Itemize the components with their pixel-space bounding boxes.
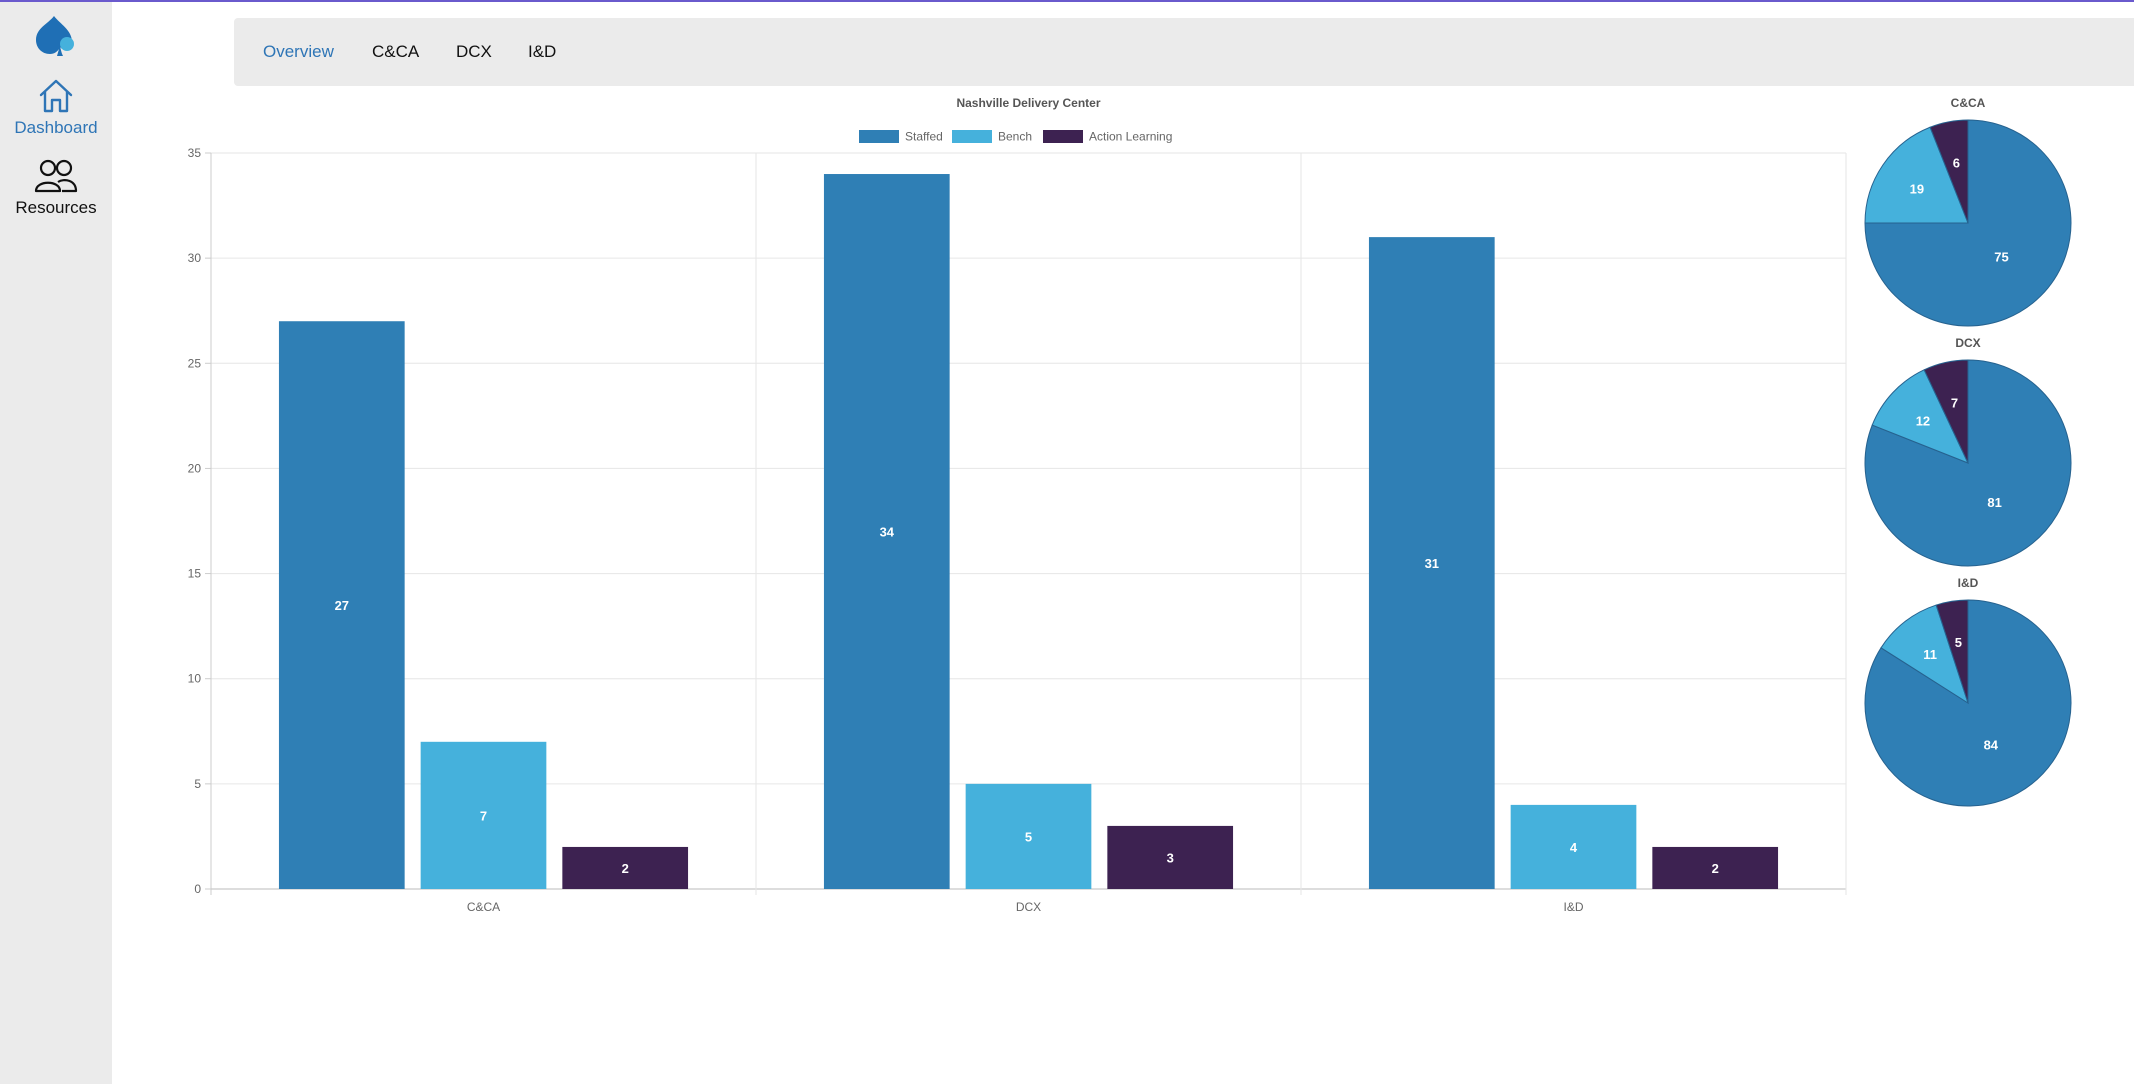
y-tick-label: 0 bbox=[194, 882, 201, 896]
bar bbox=[1510, 804, 1637, 889]
bar bbox=[823, 174, 950, 889]
pie-slice-label: 5 bbox=[1955, 635, 1962, 650]
pie-slice-label: 84 bbox=[1984, 738, 1999, 753]
sidebar-item-label: Dashboard bbox=[14, 118, 98, 137]
sidebar-item-dashboard[interactable]: Dashboard bbox=[0, 76, 112, 138]
bar-value-label: 7 bbox=[480, 808, 487, 823]
pie-slice-label: 81 bbox=[1987, 495, 2001, 510]
bar bbox=[278, 321, 405, 889]
bar-value-label: 4 bbox=[1570, 840, 1578, 855]
legend-swatch bbox=[952, 130, 992, 143]
bar bbox=[1107, 825, 1234, 889]
pie-slice-label: 6 bbox=[1953, 155, 1960, 170]
sidebar-item-resources[interactable]: Resources bbox=[0, 158, 112, 218]
pie-slice bbox=[1923, 359, 1969, 464]
y-tick-label: 10 bbox=[188, 672, 202, 686]
pie-slice-label: 7 bbox=[1951, 396, 1958, 411]
tab-id[interactable]: I&D bbox=[528, 42, 557, 61]
top-accent-line bbox=[0, 0, 2134, 2]
y-tick-label: 20 bbox=[188, 461, 202, 475]
legend-label: Action Learning bbox=[1089, 130, 1172, 144]
bar-value-label: 5 bbox=[1025, 829, 1032, 844]
x-tick-label: DCX bbox=[1016, 900, 1041, 914]
pie-title: I&D bbox=[1958, 576, 1979, 590]
pie-slice bbox=[1871, 369, 1969, 464]
pie-slice-label: 11 bbox=[1923, 647, 1937, 662]
bar bbox=[1368, 237, 1495, 890]
bar bbox=[1652, 846, 1779, 889]
bar-value-label: 2 bbox=[622, 861, 629, 876]
x-tick-label: C&CA bbox=[467, 900, 500, 914]
bar-value-label: 27 bbox=[335, 598, 349, 613]
spade-logo-icon bbox=[36, 16, 74, 56]
y-tick-label: 15 bbox=[188, 567, 202, 581]
bar-value-label: 2 bbox=[1712, 861, 1719, 876]
sidebar: Dashboard Resources bbox=[0, 2, 112, 1084]
pie-slice bbox=[1864, 599, 2072, 807]
sidebar-item-label: Resources bbox=[15, 198, 97, 217]
pie-slice-label: 75 bbox=[1994, 250, 2008, 265]
bar-value-label: 34 bbox=[880, 525, 895, 540]
pie-title: DCX bbox=[1955, 336, 1980, 350]
bar-value-label: 31 bbox=[1425, 556, 1439, 571]
pie-slice bbox=[1880, 604, 1969, 705]
tab-dcx[interactable]: DCX bbox=[456, 42, 492, 61]
bar bbox=[562, 846, 689, 889]
pie-slice-label: 12 bbox=[1916, 414, 1930, 429]
pie-slice bbox=[1935, 599, 1969, 704]
legend-label: Staffed bbox=[905, 130, 943, 144]
users-icon bbox=[34, 159, 78, 193]
y-tick-label: 30 bbox=[188, 251, 202, 265]
bar bbox=[420, 741, 547, 889]
y-tick-label: 5 bbox=[194, 777, 201, 791]
chart-title: Nashville Delivery Center bbox=[956, 96, 1100, 110]
legend-swatch bbox=[859, 130, 899, 143]
pie-slice bbox=[1864, 126, 1969, 224]
bar-value-label: 3 bbox=[1167, 850, 1174, 865]
bar bbox=[965, 783, 1092, 889]
legend-swatch bbox=[1043, 130, 1083, 143]
y-tick-label: 35 bbox=[188, 146, 202, 160]
pie-title: C&CA bbox=[1951, 96, 1986, 110]
x-tick-label: I&D bbox=[1563, 900, 1583, 914]
tab-cca[interactable]: C&CA bbox=[372, 42, 420, 61]
tab-bar: Overview C&CA DCX I&D bbox=[234, 18, 2134, 86]
pie-slice bbox=[1929, 119, 1969, 224]
pie-slice-label: 19 bbox=[1910, 181, 1924, 196]
pie-slice bbox=[1864, 359, 2072, 567]
y-tick-label: 25 bbox=[188, 356, 202, 370]
home-icon bbox=[39, 79, 73, 113]
tab-overview[interactable]: Overview bbox=[263, 42, 334, 61]
legend-label: Bench bbox=[998, 130, 1032, 144]
pie-slice bbox=[1864, 119, 2072, 327]
